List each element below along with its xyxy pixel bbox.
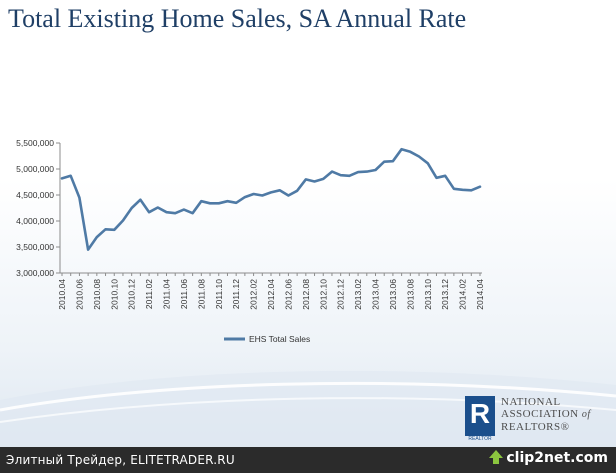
x-tick-label: 2012.12 [336, 279, 346, 310]
nar-registered: ® [560, 421, 570, 433]
realtor-r-logo: R [465, 396, 495, 436]
x-tick-label: 2011.02 [144, 279, 154, 309]
x-tick-label: 2012.04 [266, 279, 276, 310]
x-tick-label: 2013.12 [440, 279, 450, 310]
y-tick-label: 5,500,000 [16, 138, 54, 148]
nar-logo: R REALTOR NATIONAL ASSOCIATION of REALTO… [465, 396, 605, 442]
nar-line-2: ASSOCIATION [501, 408, 579, 420]
y-tick-label: 5,000,000 [16, 164, 54, 174]
x-tick-label: 2013.10 [423, 279, 433, 310]
line-chart: 3,000,000 3,500,000 4,000,000 4,500,000 5,00… [16, 138, 485, 344]
realtor-caption: REALTOR [468, 436, 492, 442]
nar-name: NATIONAL ASSOCIATION of REALTORS® [501, 396, 605, 433]
clip2net-logo[interactable]: clip2net.com [489, 450, 608, 470]
realtor-r-letter: R [469, 398, 491, 429]
x-tick-label: 2014.04 [475, 279, 485, 310]
x-tick-label: 2010.04 [57, 279, 67, 310]
x-tick-label: 2013.06 [388, 279, 398, 310]
x-tick-label: 2010.06 [74, 279, 84, 310]
x-tick-label: 2011.04 [162, 279, 172, 309]
x-tick-label: 2011.10 [214, 279, 224, 309]
legend-label: EHS Total Sales [249, 334, 310, 344]
x-tick-label: 2010.10 [109, 279, 119, 310]
clip2net-label: clip2net.com [506, 450, 608, 466]
x-tick-label: 2011.06 [179, 279, 189, 309]
x-tick-label: 2012.08 [301, 279, 311, 310]
footer-bar: Элитный Трейдер, ELITETRADER.RU clip2net… [0, 447, 616, 473]
y-tick-label: 3,500,000 [16, 242, 54, 252]
x-tick-label: 2012.06 [283, 279, 293, 310]
x-tick-label: 2012.10 [318, 279, 328, 310]
upload-arrow-icon [489, 450, 504, 464]
x-tick-label: 2013.02 [353, 279, 363, 310]
decorative-wave [0, 370, 616, 447]
y-tick-label: 4,500,000 [16, 190, 54, 200]
y-tick-label: 3,000,000 [16, 268, 54, 278]
x-tick-label: 2011.08 [196, 279, 206, 309]
nar-line-3: REALTORS [501, 421, 561, 433]
footer-caption: Элитный Трейдер, ELITETRADER.RU [6, 453, 235, 467]
x-tick-label: 2010.12 [127, 279, 137, 310]
x-tick-label: 2014.02 [458, 279, 468, 310]
x-tick-label: 2011.12 [231, 279, 241, 309]
nar-line-3-row: REALTORS® [501, 421, 605, 433]
x-tick-label: 2013.08 [405, 279, 415, 310]
x-tick-label: 2010.08 [92, 279, 102, 310]
y-tick-label: 4,000,000 [16, 216, 54, 226]
x-tick-label: 2012.02 [249, 279, 259, 310]
nar-line-2-row: ASSOCIATION of [501, 408, 605, 421]
series-line-ehs-total-sales [60, 147, 482, 251]
nar-line-1: NATIONAL [501, 396, 561, 408]
chart-title: Total Existing Home Sales, SA Annual Rat… [8, 4, 467, 33]
nar-of: of [581, 409, 591, 420]
x-tick-label: 2013.04 [371, 279, 381, 310]
